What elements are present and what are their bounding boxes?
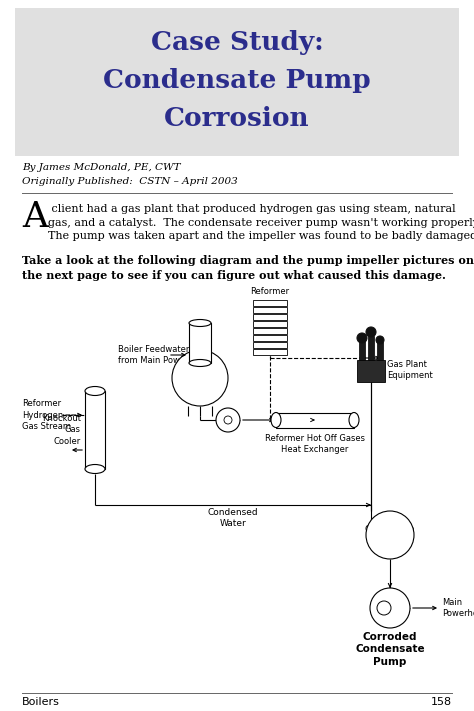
Ellipse shape [85,464,105,474]
Text: Knockout
Gas
Cooler: Knockout Gas Cooler [42,415,81,446]
Circle shape [224,416,232,424]
Text: Corroded
Condensate
Pump: Corroded Condensate Pump [355,632,425,667]
Text: A: A [22,200,48,234]
Text: DA: DA [191,372,209,385]
Text: Originally Published:  CSTN – April 2003: Originally Published: CSTN – April 2003 [22,177,238,186]
Ellipse shape [85,387,105,395]
Bar [368,336,374,360]
Circle shape [366,327,376,337]
Text: Condensate
Tank: Condensate Tank [365,525,415,545]
Text: Reformer: Reformer [250,287,290,296]
Ellipse shape [271,412,281,427]
Circle shape [172,350,228,406]
Text: Main
Powerhouse: Main Powerhouse [442,598,474,618]
Circle shape [376,336,384,344]
Text: Condensate Pump: Condensate Pump [103,68,371,93]
Bar [276,413,354,428]
Bar [253,300,287,306]
Bar [189,323,211,363]
Ellipse shape [189,319,211,326]
Bar [253,342,287,348]
Circle shape [370,588,410,628]
Bar [377,342,383,360]
Bar [253,307,287,313]
Text: By James McDonald, PE, CWT: By James McDonald, PE, CWT [22,163,181,172]
Text: Gas Plant
Equipment: Gas Plant Equipment [387,360,433,380]
Text: Reformer
Hydrogen
Gas Stream: Reformer Hydrogen Gas Stream [22,400,71,431]
Text: Take a look at the following diagram and the pump impeller pictures on
the next : Take a look at the following diagram and… [22,255,474,281]
Ellipse shape [349,412,359,427]
Circle shape [377,601,391,615]
Text: Boilers: Boilers [22,697,60,707]
Bar [85,391,105,469]
Bar [15,8,459,156]
Bar [253,349,287,355]
Text: Reformer Hot Off Gases
Heat Exchanger: Reformer Hot Off Gases Heat Exchanger [265,434,365,454]
Bar [359,340,365,360]
Circle shape [357,333,367,343]
Text: 158: 158 [431,697,452,707]
Text: client had a gas plant that produced hydrogen gas using steam, natural
gas, and : client had a gas plant that produced hyd… [48,204,474,241]
Circle shape [216,408,240,432]
Text: Case Study:: Case Study: [151,30,323,55]
Text: Boiler Feedwater
from Main Powerhouse: Boiler Feedwater from Main Powerhouse [118,345,214,365]
Bar [253,335,287,341]
Bar [357,360,385,382]
Circle shape [366,511,414,559]
Bar [253,328,287,333]
Bar [253,321,287,326]
Bar [253,314,287,319]
Text: Corrosion: Corrosion [164,106,310,131]
Ellipse shape [189,360,211,366]
Text: Condensed
Water: Condensed Water [208,508,258,528]
